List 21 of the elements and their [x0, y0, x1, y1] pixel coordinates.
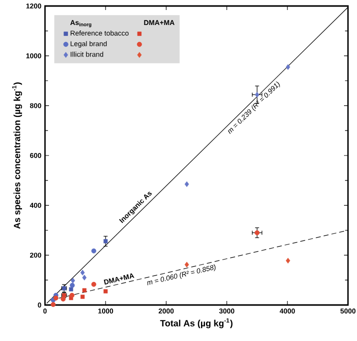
point — [91, 282, 96, 287]
point — [104, 289, 108, 294]
point — [286, 258, 290, 264]
point — [53, 296, 58, 300]
point — [70, 292, 74, 298]
point — [70, 278, 76, 284]
point — [91, 248, 96, 254]
point — [80, 270, 85, 276]
point — [80, 294, 85, 299]
point — [82, 274, 87, 280]
point — [286, 64, 290, 70]
point — [254, 230, 260, 236]
point — [104, 239, 108, 244]
point — [254, 92, 260, 98]
point — [50, 302, 56, 307]
point — [70, 282, 75, 288]
point — [184, 262, 189, 268]
point — [69, 287, 74, 292]
point — [82, 288, 86, 292]
y-axis-title: As species concentration (µg kg$^{-1}$) — [12, 82, 22, 229]
x-axis-title: Total As (µg kg$^{-1}$) — [160, 318, 232, 328]
